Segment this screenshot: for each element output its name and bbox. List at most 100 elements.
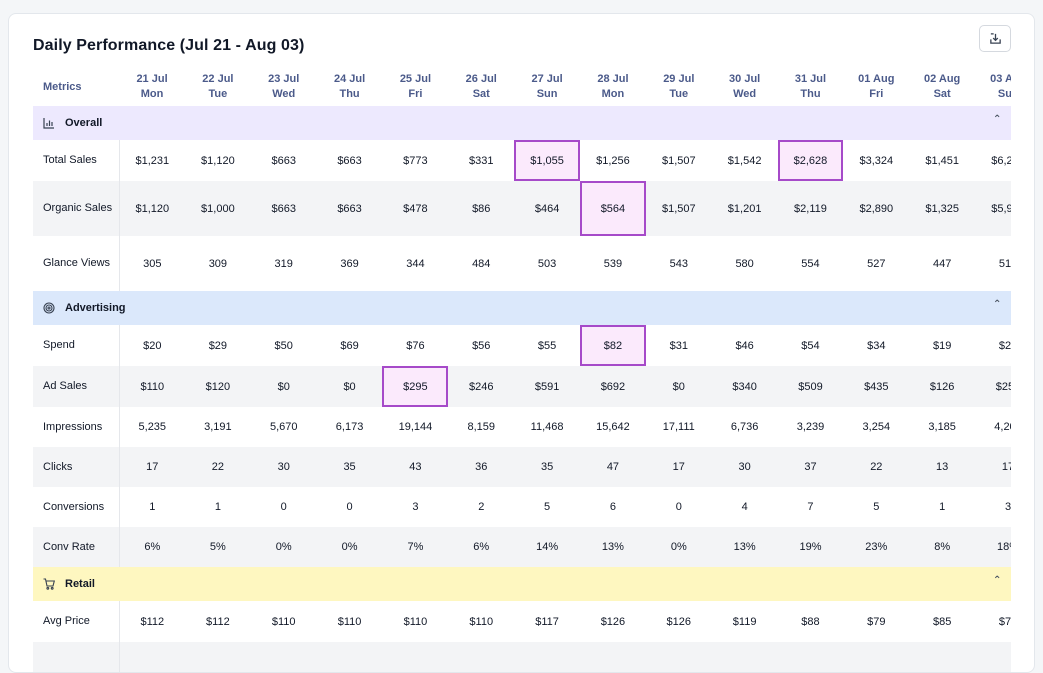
metric-value: $663	[316, 140, 383, 181]
day-column-header: 01 Aug Fri	[842, 67, 910, 106]
metric-label: Clicks	[33, 447, 120, 487]
metric-value: $110	[382, 601, 449, 642]
metric-value: 3,185	[909, 407, 976, 447]
metric-value: $250	[975, 366, 1011, 407]
metric-value: $29	[184, 325, 251, 366]
day-weekday: Sat	[472, 88, 490, 100]
day-column-header: 21 Jul Mon	[118, 67, 185, 106]
section-header-advertising[interactable]: Advertising ⌃	[33, 291, 1011, 325]
metric-value: 309	[184, 236, 251, 291]
performance-table: Metrics 21 Jul Mon 22 Jul Tue 23 Jul Wed 24…	[33, 67, 1011, 672]
metric-label: Conv Rate	[33, 527, 120, 567]
chevron-up-icon[interactable]: ⌃	[993, 575, 1002, 586]
daily-performance-card: Daily Performance (Jul 21 - Aug 03) Metr…	[8, 13, 1035, 673]
metric-value: $3,324	[843, 140, 910, 181]
section-label: Advertising	[65, 302, 126, 314]
day-column-header: 22 Jul Tue	[184, 67, 251, 106]
metric-value: 8%	[909, 527, 976, 567]
section-header-overall[interactable]: Overall ⌃	[33, 106, 1011, 140]
metric-value: $663	[250, 181, 317, 236]
metric-value: $663	[316, 181, 383, 236]
metric-value: 36	[448, 447, 515, 487]
day-weekday: Mon	[601, 88, 625, 100]
metrics-column-header: Metrics	[43, 80, 82, 93]
metric-value: $20	[119, 325, 185, 366]
metric-value: $79	[843, 601, 910, 642]
day-date: 22 Jul	[202, 73, 234, 85]
metric-value: $88	[777, 601, 844, 642]
metric-value: 5,235	[119, 407, 185, 447]
target-icon	[43, 302, 55, 314]
chevron-up-icon[interactable]: ⌃	[993, 114, 1002, 125]
metric-value: $110	[316, 601, 383, 642]
table-row: Total Sales $1,231 $1,120 $663 $663 $773…	[33, 140, 1011, 181]
metric-value: $120	[184, 366, 251, 407]
day-date: 31 Jul	[794, 73, 827, 85]
metric-value: 503	[514, 236, 581, 291]
metric-value: $54	[777, 325, 844, 366]
export-button[interactable]	[979, 25, 1011, 52]
metric-value: 6%	[119, 527, 185, 567]
day-column-header: 03 Aug Sun	[974, 67, 1011, 106]
metric-value: 527	[843, 236, 910, 291]
metric-value: $76	[382, 325, 449, 366]
day-weekday: Fri	[408, 88, 423, 100]
metric-value: $1,201	[711, 181, 778, 236]
metric-value: $56	[448, 325, 515, 366]
chevron-up-icon[interactable]: ⌃	[993, 299, 1002, 310]
day-date: 25 Jul	[399, 73, 431, 85]
metric-value: 17	[645, 447, 712, 487]
metric-value: $78	[975, 601, 1011, 642]
metric-value: 344	[382, 236, 449, 291]
metric-value: 18%	[975, 527, 1011, 567]
metric-value: 4,206	[975, 407, 1011, 447]
metric-value: $26	[975, 325, 1011, 366]
metric-label: Spend	[33, 325, 120, 366]
metric-value: 5,670	[250, 407, 317, 447]
metric-value: $340	[711, 366, 778, 407]
metric-value: $117	[514, 601, 581, 642]
metric-value: 3,191	[184, 407, 251, 447]
day-date: 01 Aug	[858, 73, 895, 85]
metric-value: $2,119	[777, 181, 844, 236]
metric-value: 6,736	[711, 407, 778, 447]
metric-value: 17	[119, 447, 185, 487]
day-column-header: 31 Jul Thu	[777, 67, 844, 106]
metric-value: 1	[119, 487, 185, 527]
metric-value: $0	[645, 366, 712, 407]
highlighted-metric-value: $295	[382, 366, 449, 407]
metric-value: 7	[777, 487, 844, 527]
day-weekday: Fri	[869, 88, 884, 100]
metric-value: $46	[711, 325, 778, 366]
metric-value: 3	[975, 487, 1011, 527]
metric-value: 3	[382, 487, 449, 527]
metric-value: 1	[909, 487, 976, 527]
metric-value: $110	[250, 601, 317, 642]
section-header-retail[interactable]: Retail ⌃	[33, 567, 1011, 601]
metric-value: $86	[448, 181, 515, 236]
metric-value: $69	[316, 325, 383, 366]
table-row: Clicks 17 22 30 35 43 36 35 47 17 30 37 …	[33, 447, 1011, 487]
metric-value: $85	[909, 601, 976, 642]
metric-value: 11,468	[514, 407, 581, 447]
metric-value: 3,254	[843, 407, 910, 447]
metric-value: 13	[909, 447, 976, 487]
section-label: Overall	[65, 117, 103, 129]
metric-value: 17,111	[645, 407, 712, 447]
performance-table-scroll[interactable]: Metrics 21 Jul Mon 22 Jul Tue 23 Jul Wed 24…	[33, 67, 1011, 672]
table-row: Conversions 1 1 0 0 3 2 5 6 0 4 7 5 1 3	[33, 487, 1011, 527]
metric-value: 0%	[250, 527, 317, 567]
metric-value: $435	[843, 366, 910, 407]
metric-value: 22	[184, 447, 251, 487]
metric-value: $6,200	[975, 140, 1011, 181]
metric-value: $663	[250, 140, 317, 181]
day-weekday: Thu	[339, 88, 360, 100]
metric-value: 515	[975, 236, 1011, 291]
metric-value: 2	[448, 487, 515, 527]
metric-value: $110	[448, 601, 515, 642]
metric-value: $509	[777, 366, 844, 407]
metric-value: 8,159	[448, 407, 515, 447]
metric-value: $246	[448, 366, 515, 407]
metric-value: $1,256	[580, 140, 646, 181]
metric-label: Glance Views	[33, 236, 120, 291]
